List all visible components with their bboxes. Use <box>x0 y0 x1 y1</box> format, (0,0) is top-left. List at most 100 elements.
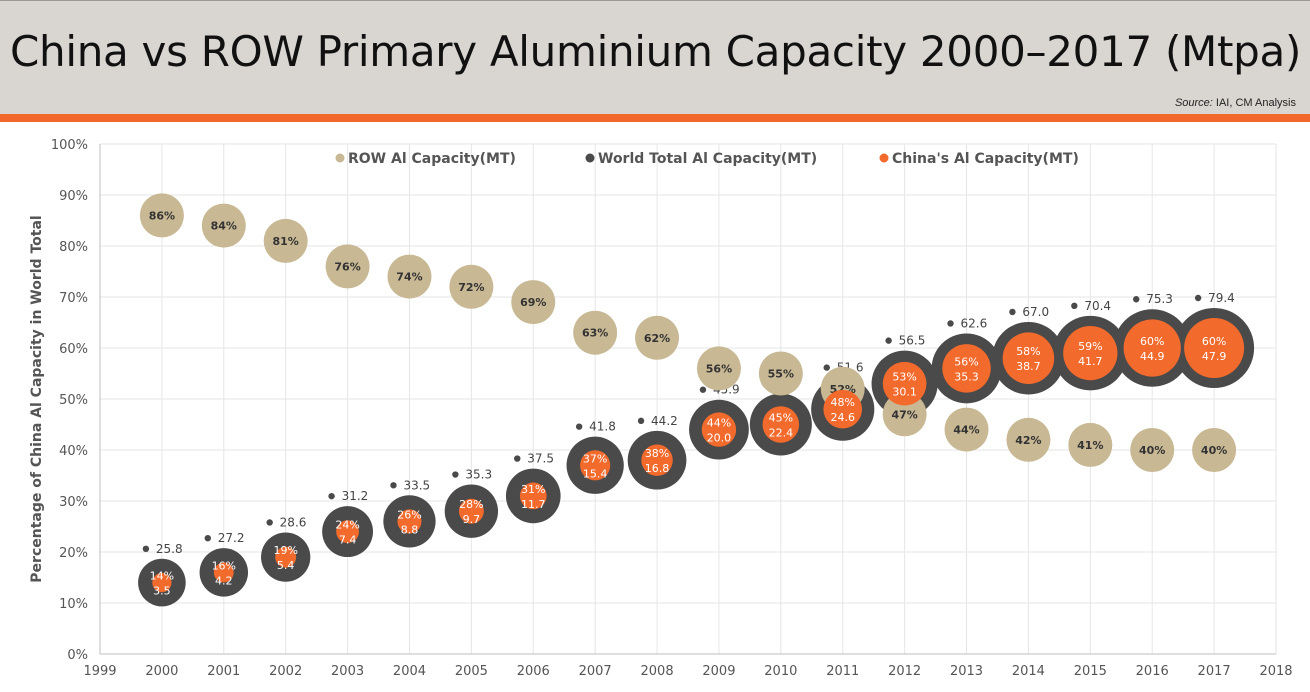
source-note: Source: IAI, CM Analysis <box>1175 97 1296 109</box>
world-total-marker <box>947 320 954 327</box>
world-total-label: 79.4 <box>1208 291 1235 305</box>
row-share-label: 84% <box>211 220 237 233</box>
row-bubble <box>139 193 184 238</box>
china-bubble <box>519 482 547 510</box>
row-share-label: 81% <box>273 235 299 248</box>
world-total-marker <box>699 386 707 393</box>
world-total-marker <box>514 455 521 462</box>
world-total-marker <box>266 519 273 526</box>
row-bubble <box>573 310 618 355</box>
row-bubble <box>635 315 680 360</box>
world-total-marker <box>204 534 211 542</box>
row-share-label: 63% <box>582 327 608 340</box>
x-tick-label: 2002 <box>269 664 302 679</box>
china-capacity-label: 22.4 <box>769 427 794 440</box>
source-prefix: Source: <box>1174 97 1213 109</box>
world-total-marker <box>637 417 645 425</box>
china-bubble <box>1123 319 1181 377</box>
world-total-label: 27.2 <box>218 531 245 545</box>
x-tick-label: 2018 <box>1259 664 1292 679</box>
row-bubble <box>201 203 246 248</box>
china-share-label: 26% <box>397 508 421 521</box>
y-tick-label: 80% <box>59 240 88 255</box>
row-share-label: 40% <box>1201 444 1227 457</box>
china-capacity-label: 8.8 <box>401 523 419 536</box>
x-tick-label: 2015 <box>1074 664 1107 679</box>
legend-label: China's Al Capacity(MT) <box>892 151 1079 167</box>
row-share-label: 76% <box>334 260 360 273</box>
x-tick-label: 2007 <box>579 664 612 679</box>
row-bubble <box>1192 428 1237 472</box>
china-bubble <box>641 444 673 476</box>
x-tick-label: 2017 <box>1198 664 1231 679</box>
source-text: IAI, CM Analysis <box>1212 97 1296 109</box>
china-bubble <box>942 344 991 393</box>
world-total-label: 41.8 <box>589 420 616 434</box>
row-bubble <box>449 264 494 309</box>
legend-label: World Total Al Capacity(MT) <box>598 151 817 167</box>
china-share-label: 45% <box>769 412 793 425</box>
china-share-label: 38% <box>645 447 669 460</box>
row-share-label: 40% <box>1139 444 1165 457</box>
world-total-label: 25.8 <box>156 542 183 556</box>
y-tick-label: 20% <box>59 546 88 561</box>
x-tick-label: 2011 <box>826 664 859 679</box>
china-capacity-label: 7.4 <box>339 534 357 547</box>
world-total-label: 37.5 <box>527 452 554 466</box>
x-tick-label: 2006 <box>517 664 550 679</box>
china-capacity-label: 44.9 <box>1140 350 1165 363</box>
legend-label: ROW Al Capacity(MT) <box>348 151 516 167</box>
china-series: 14% 3.5 16% 4.2 19% 5.4 24% 7.4 26% 8.8 28% 9.7 31% 1… <box>150 318 1245 598</box>
row-bubble <box>696 346 741 391</box>
china-capacity-label: 38.7 <box>1016 360 1041 373</box>
y-tick-label: 10% <box>59 597 88 612</box>
row-bubble <box>944 407 989 452</box>
china-share-label: 60% <box>1140 335 1164 348</box>
row-share-label: 56% <box>706 362 732 375</box>
x-tick-label: 1999 <box>83 664 116 679</box>
row-share-label: 41% <box>1077 439 1103 452</box>
row-bubble <box>325 244 370 289</box>
world-total-label: 31.2 <box>342 489 369 503</box>
row-bubble <box>758 351 803 396</box>
y-tick-label: 40% <box>59 444 88 459</box>
china-bubble <box>458 498 484 524</box>
axes: 0% 10% 20% 30% 40% 50% 60% 70% 80% 90% 100% 1999 200… <box>29 138 1293 679</box>
china-bubble <box>1063 325 1118 381</box>
world-total-label: 75.3 <box>1146 292 1173 306</box>
world-total-marker <box>885 337 892 344</box>
x-tick-label: 2016 <box>1136 664 1169 679</box>
x-tick-label: 2012 <box>888 664 921 679</box>
y-tick-label: 100% <box>51 138 88 153</box>
x-tick-label: 2013 <box>950 664 983 679</box>
world-total-label: 44.2 <box>651 414 678 428</box>
china-bubble <box>762 406 800 443</box>
china-bubble <box>336 520 359 543</box>
header-band: China vs ROW Primary Aluminium Capacity … <box>0 0 1310 114</box>
china-bubble <box>1184 318 1245 378</box>
accent-bar <box>0 114 1310 122</box>
x-tick-label: 2009 <box>702 664 735 679</box>
china-share-label: 56% <box>954 355 978 368</box>
china-share-label: 48% <box>831 396 855 409</box>
row-share-label: 86% <box>149 209 175 222</box>
row-share-label: 62% <box>644 332 670 345</box>
world-total-marker <box>575 423 583 430</box>
row-bubble <box>882 392 927 437</box>
china-share-label: 16% <box>212 559 236 572</box>
china-capacity-label: 3.5 <box>153 585 171 598</box>
china-share-label: 14% <box>150 570 174 583</box>
china-bubble <box>823 389 863 429</box>
row-share-label: 72% <box>458 281 484 294</box>
x-tick-label: 2010 <box>764 664 797 679</box>
world-total-marker <box>328 492 335 500</box>
y-tick-label: 0% <box>67 648 88 663</box>
y-tick-label: 70% <box>59 291 88 306</box>
x-tick-label: 2000 <box>145 664 178 679</box>
x-tick-label: 2004 <box>393 664 426 679</box>
row-bubble <box>1068 422 1113 467</box>
legend-marker <box>879 153 889 163</box>
world-total-label: 33.5 <box>403 478 430 492</box>
china-capacity-label: 16.8 <box>645 462 670 475</box>
china-bubble <box>152 572 172 593</box>
